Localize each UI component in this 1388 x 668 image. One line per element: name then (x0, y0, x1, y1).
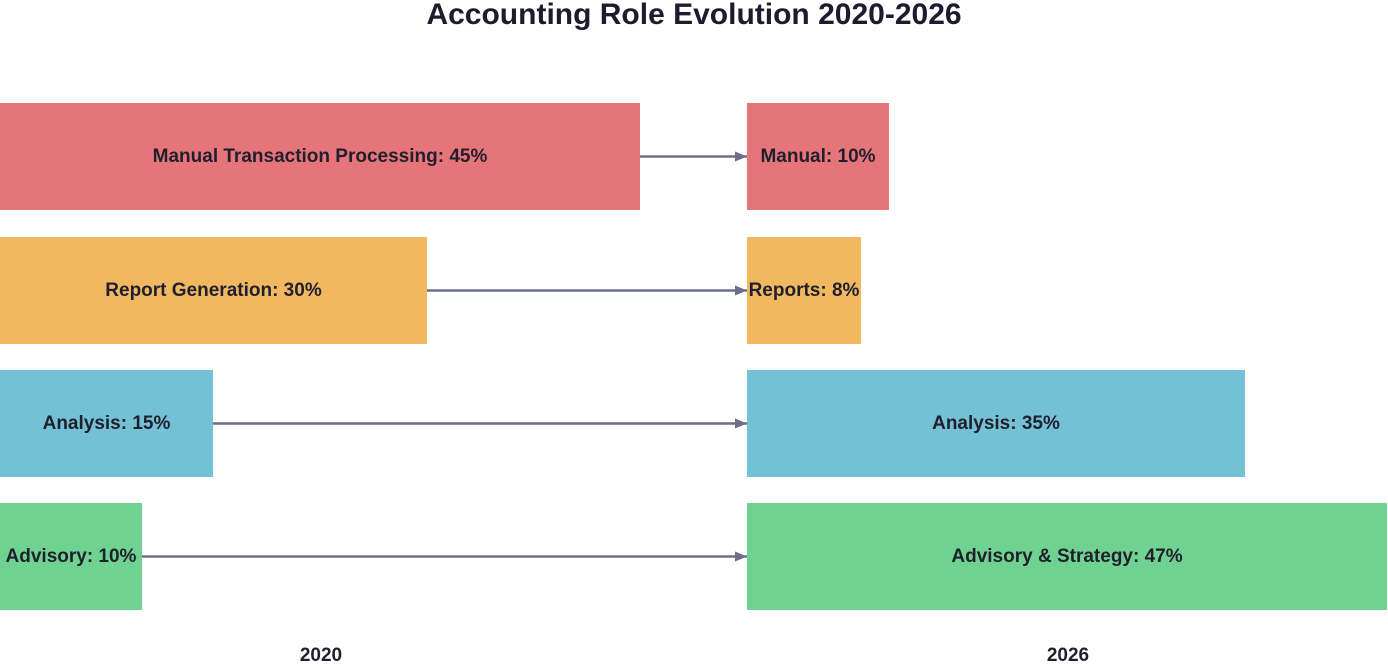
block-label: Reports: 8% (748, 279, 860, 301)
block-label: Manual Transaction Processing: 45% (152, 145, 488, 167)
block-label: Manual: 10% (760, 145, 876, 167)
block-2020-manual: Manual Transaction Processing: 45% (0, 103, 640, 210)
block-2020-advisory: Advisory: 10% (0, 503, 142, 610)
block-label: Analysis: 35% (932, 412, 1060, 434)
year-label-start: 2020 (299, 645, 343, 666)
block-label: Report Generation: 30% (105, 279, 322, 301)
block-2026-manual: Manual: 10% (747, 103, 889, 210)
block-2026-reports: Reports: 8% (747, 237, 861, 344)
block-label: Analysis: 15% (42, 412, 171, 434)
block-2020-reports: Report Generation: 30% (0, 237, 427, 344)
page-title: Accounting Role Evolution 2020-2026 (426, 0, 962, 31)
year-label-end: 2026 (1046, 645, 1090, 666)
block-label: Advisory: 10% (5, 545, 137, 567)
block-2026-advisory: Advisory & Strategy: 47% (747, 503, 1387, 610)
block-2020-analysis: Analysis: 15% (0, 370, 213, 477)
block-label: Advisory & Strategy: 47% (951, 545, 1183, 567)
block-2026-analysis: Analysis: 35% (747, 370, 1245, 477)
